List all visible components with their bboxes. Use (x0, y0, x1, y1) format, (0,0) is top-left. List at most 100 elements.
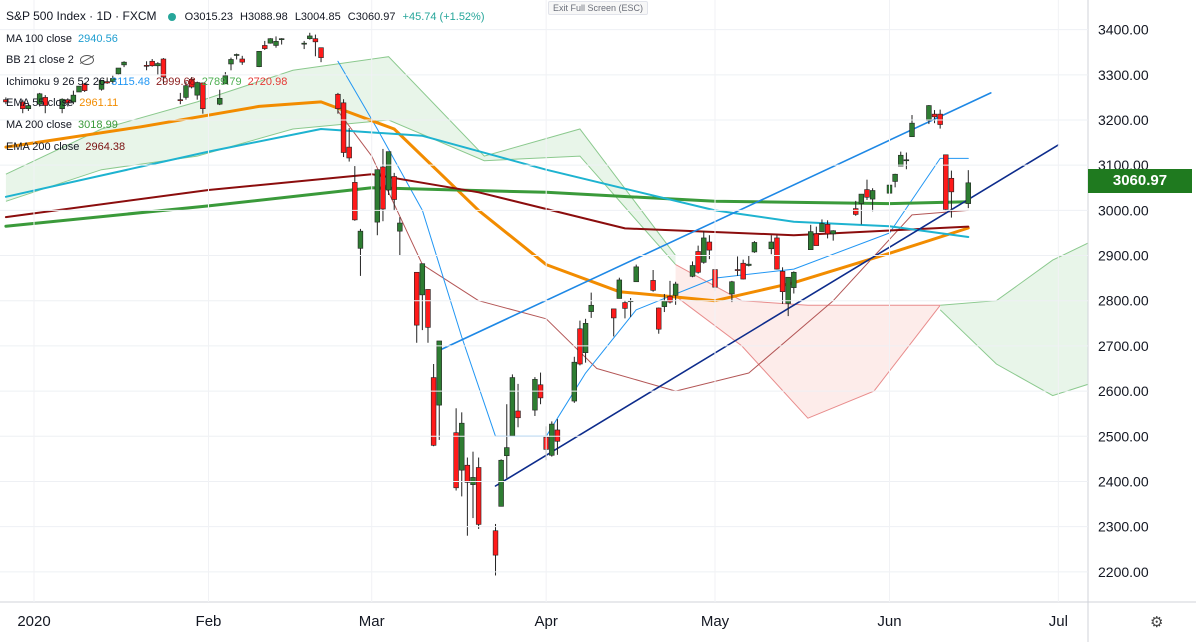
candle[interactable] (335, 92, 341, 114)
candle[interactable] (611, 308, 617, 337)
candle[interactable] (160, 58, 167, 84)
candle[interactable] (504, 404, 510, 479)
candle[interactable] (695, 245, 701, 274)
candle[interactable] (228, 57, 234, 71)
candle[interactable] (262, 40, 268, 50)
candle[interactable] (194, 81, 200, 100)
candle[interactable] (892, 173, 898, 188)
candle[interactable] (436, 340, 442, 440)
candle[interactable] (948, 170, 955, 218)
candle[interactable] (633, 264, 639, 283)
hidden-eye-icon[interactable] (79, 55, 94, 66)
candle[interactable] (864, 179, 870, 200)
candle[interactable] (509, 374, 516, 437)
candle[interactable] (110, 75, 116, 84)
candle[interactable] (177, 92, 184, 105)
candle[interactable] (819, 219, 825, 232)
candle[interactable] (374, 169, 381, 236)
candle[interactable] (492, 523, 499, 576)
candle[interactable] (81, 82, 88, 92)
candle[interactable] (459, 412, 465, 497)
candle[interactable] (425, 289, 431, 343)
indicator-row[interactable]: EMA 55 close 2961.11 (6, 93, 489, 115)
candle[interactable] (616, 277, 623, 299)
candle[interactable] (273, 36, 279, 48)
candle[interactable] (813, 226, 820, 246)
candle[interactable] (20, 99, 26, 114)
candle[interactable] (554, 419, 561, 455)
candle[interactable] (768, 235, 774, 255)
candle[interactable] (965, 170, 971, 209)
candle[interactable] (650, 270, 656, 292)
candle[interactable] (301, 40, 307, 50)
candle[interactable] (155, 62, 161, 75)
candle[interactable] (346, 128, 352, 162)
candle[interactable] (740, 259, 746, 280)
candle[interactable] (222, 72, 229, 85)
candle[interactable] (98, 79, 105, 91)
indicator-row[interactable]: BB 21 close 2 (6, 50, 489, 72)
candle[interactable] (397, 217, 403, 256)
candle[interactable] (751, 241, 758, 253)
candle[interactable] (36, 92, 43, 107)
candle[interactable] (808, 224, 814, 250)
candle[interactable] (571, 356, 578, 403)
candle[interactable] (183, 81, 189, 100)
candle[interactable] (239, 55, 245, 65)
candle[interactable] (70, 90, 77, 105)
candle[interactable] (414, 271, 420, 343)
candle[interactable] (391, 172, 397, 211)
candle[interactable] (278, 38, 285, 45)
candle[interactable] (909, 115, 915, 138)
indicator-row[interactable]: MA 200 close 3018.99 (6, 115, 489, 137)
candle[interactable] (143, 61, 150, 71)
candle[interactable] (830, 230, 836, 241)
candle[interactable] (656, 307, 662, 334)
candle[interactable] (903, 152, 910, 170)
candle[interactable] (76, 85, 82, 93)
candle[interactable] (689, 261, 696, 278)
candle[interactable] (785, 276, 791, 317)
gear-icon[interactable]: ⚙ (1150, 614, 1164, 631)
candle[interactable] (312, 34, 319, 57)
candle[interactable] (931, 110, 938, 124)
candle[interactable] (430, 364, 437, 447)
candle[interactable] (149, 59, 155, 67)
candle[interactable] (582, 318, 589, 363)
candle[interactable] (532, 377, 538, 416)
candle[interactable] (701, 231, 707, 264)
candle[interactable] (858, 193, 865, 225)
candle[interactable] (256, 51, 262, 68)
candle[interactable] (734, 256, 741, 276)
candle[interactable] (318, 47, 324, 63)
candle[interactable] (115, 67, 122, 75)
candle[interactable] (943, 154, 949, 211)
candle[interactable] (233, 53, 240, 60)
candle[interactable] (419, 263, 426, 331)
candle[interactable] (357, 228, 364, 276)
candle[interactable] (588, 292, 594, 318)
candle[interactable] (729, 280, 735, 303)
candle[interactable] (380, 148, 386, 222)
candle[interactable] (667, 280, 673, 304)
candle[interactable] (498, 459, 504, 507)
candle[interactable] (549, 421, 555, 457)
candle[interactable] (307, 32, 313, 40)
candle[interactable] (59, 98, 65, 114)
candle[interactable] (217, 89, 223, 106)
candle[interactable] (42, 95, 48, 114)
candle[interactable] (200, 82, 206, 114)
candle[interactable] (188, 77, 195, 89)
candle[interactable] (824, 220, 831, 239)
candle[interactable] (746, 255, 752, 267)
candle[interactable] (385, 151, 392, 196)
indicator-row[interactable]: MA 100 close 2940.56 (6, 29, 489, 51)
candle[interactable] (779, 267, 786, 304)
symbol-title[interactable]: S&P 500 Index · 1D · FXCM (6, 9, 157, 23)
candle[interactable] (453, 408, 459, 491)
price-axis[interactable]: 2200.00 2300.00 2400.00 2500.00 2600.00 2700.… (0, 22, 1149, 580)
candle[interactable] (3, 97, 9, 105)
time-axis[interactable]: 2020 Feb Mar Apr May Jun Jul (17, 0, 1068, 630)
candle[interactable] (267, 38, 274, 44)
